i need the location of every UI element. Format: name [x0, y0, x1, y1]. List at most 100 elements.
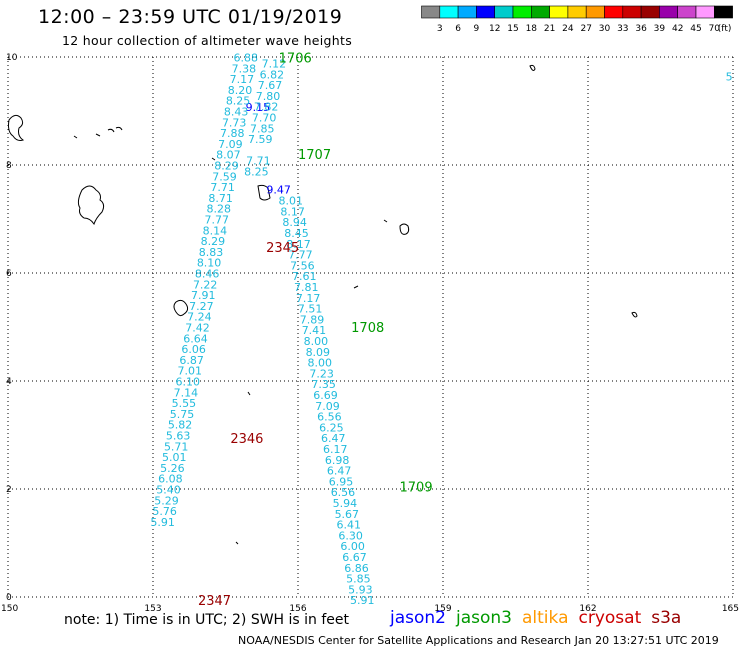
time-label-jason3: 1707: [298, 148, 331, 163]
swh-label-jason3: 8.25: [244, 165, 269, 178]
lat-lon-grid: [7, 56, 734, 598]
swh-label-jason3: 7.17: [296, 292, 321, 305]
swh-label-jason2: 9.15: [246, 101, 271, 114]
swh-label: 5: [726, 70, 733, 83]
swh-label-s3a: 8.29: [201, 235, 226, 248]
swh-label-s3a: 8.46: [195, 268, 220, 281]
legend-jason3: jason3: [456, 608, 512, 628]
swh-label-s3a: 5.75: [170, 408, 195, 421]
swh-label-jason3: 7.89: [300, 313, 325, 326]
time-label-s3a: 2346: [230, 432, 263, 447]
swh-color-scale: 3 6 9 12 15 18 21 24 27 30 33 36 39 42 45 70(ft): [421, 5, 733, 34]
swh-label-s3a: 7.42: [185, 322, 210, 335]
island-shape: [8, 114, 25, 141]
island-shape: [257, 184, 271, 201]
scale-label: 9: [474, 24, 480, 34]
swh-label-jason3: 6.47: [321, 432, 346, 445]
swh-label-jason2: 9.47: [266, 183, 291, 196]
swh-label-jason3: 6.41: [337, 519, 362, 532]
swh-label-jason3: 6.56: [317, 411, 342, 424]
time-label-jason3: 1708: [351, 321, 384, 336]
swh-label-s3a: 5.29: [154, 494, 179, 507]
swh-label-jason3: 8.17: [286, 238, 311, 251]
swh-label-jason3: 6.25: [319, 421, 344, 434]
pass-time-labels: 1706 1707 1708 1709 2345 2346 2347: [198, 52, 433, 610]
y-tick-label: 4: [6, 377, 12, 387]
swh-label-s3a: 5.71: [164, 440, 189, 453]
swh-label-jason3: 7.51: [298, 303, 323, 316]
swh-label-s3a: 6.10: [176, 376, 201, 389]
scale-swatch: [713, 5, 733, 19]
legend-altika: altika: [522, 608, 569, 628]
scale-label: 24: [562, 24, 574, 34]
y-tick-label: 10: [6, 53, 18, 63]
x-tick-label: 156: [289, 604, 306, 614]
legend-s3a: s3a: [651, 608, 682, 628]
swh-label-jason3: 7.56: [290, 259, 315, 272]
axis-tick-labels: 150 153 156 159 162 165 0 2 4 6 8 10: [1, 53, 739, 614]
swh-label-s3a: 5.63: [166, 430, 191, 443]
swh-label-jason3: 6.30: [338, 529, 363, 542]
scale-label: 39: [654, 24, 666, 34]
swh-label-s3a: 8.14: [203, 224, 228, 237]
chart-subtitle: 12 hour collection of altimeter wave hei…: [62, 33, 353, 48]
scale-label: 42: [672, 24, 683, 34]
scale-label: 12: [489, 24, 500, 34]
swh-label-jason3: 7.12: [262, 57, 287, 70]
x-tick-label: 150: [1, 604, 18, 614]
scale-label: (ft): [718, 24, 732, 34]
time-label-s3a: 2347: [198, 594, 231, 609]
scale-label: 36: [635, 24, 647, 34]
swh-label-s3a: 6.08: [158, 473, 183, 486]
legend-jason2: jason2: [390, 608, 446, 628]
time-label-jason3: 1709: [400, 480, 433, 495]
swh-label-s3a: 5.91: [150, 516, 175, 529]
swh-label-jason3: 5.94: [333, 497, 358, 510]
swh-label-jason3: 6.82: [260, 68, 285, 81]
scale-label: 30: [599, 24, 611, 34]
swh-label-jason3: 6.86: [344, 562, 369, 575]
swh-label-s3a: 7.14: [174, 386, 199, 399]
scale-label: 45: [690, 24, 701, 34]
swh-label-s3a: 5.01: [162, 451, 187, 464]
swh-label-jason3: 7.09: [315, 400, 340, 413]
swh-label-jason3: 8.09: [306, 346, 331, 359]
swh-label-s3a: 8.25: [226, 95, 251, 108]
swh-label-jason3: 6.67: [342, 551, 367, 564]
swh-label-jason3: 6.56: [331, 486, 356, 499]
swh-label-jason3: 7.77: [288, 249, 313, 262]
coastline-islands: [8, 64, 638, 545]
swh-label-jason3: 6.17: [323, 443, 348, 456]
swh-label-jason3: 7.71: [246, 155, 271, 168]
swh-label-s3a: 5.55: [172, 397, 197, 410]
swh-label-s3a: 7.17: [230, 73, 255, 86]
swh-label-jason3: 8.00: [308, 357, 333, 370]
x-tick-label: 162: [579, 604, 596, 614]
swh-label-s3a: 8.20: [228, 84, 253, 97]
swh-label-s3a: 5.26: [160, 462, 185, 475]
time-label-jason3: 1706: [279, 52, 312, 67]
swh-label-s3a: 7.27: [189, 300, 214, 313]
swh-label-jason3: 5.85: [346, 573, 371, 586]
chart-title: 12:00 – 23:59 UTC 01/19/2019: [38, 6, 343, 28]
swh-label-jason3: 7.82: [254, 101, 279, 114]
swh-label-jason3: 7.59: [248, 133, 273, 146]
scale-label: 21: [544, 24, 555, 34]
swh-label-jason3: 6.00: [340, 540, 365, 553]
island-shape: [399, 223, 410, 235]
swh-label-jason3: 6.47: [327, 465, 352, 478]
x-tick-label: 153: [144, 604, 161, 614]
island-shape: [173, 299, 189, 317]
swh-label-s3a: 8.07: [216, 149, 241, 162]
swh-label-s3a: 8.10: [197, 257, 222, 270]
island-shape: [73, 126, 388, 545]
swh-label-s3a: 7.73: [222, 116, 247, 129]
scale-label: 15: [507, 24, 518, 34]
swh-label-s3a: 5.82: [168, 419, 193, 432]
y-tick-label: 0: [6, 593, 12, 603]
swh-label-s3a: 7.71: [210, 181, 235, 194]
swh-label-s3a: 5.40: [156, 484, 181, 497]
island-shape: [529, 64, 536, 71]
swh-values: 9.159.477.126.827.677.807.827.707.857.59…: [150, 52, 732, 608]
